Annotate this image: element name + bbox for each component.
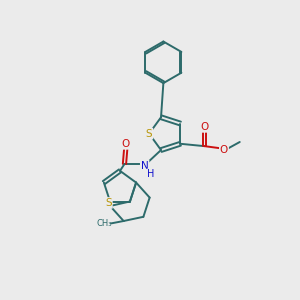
- Text: O: O: [220, 145, 228, 155]
- Text: O: O: [122, 139, 130, 149]
- Text: CH₃: CH₃: [97, 219, 112, 228]
- Text: S: S: [105, 198, 112, 208]
- Text: H: H: [147, 169, 154, 179]
- Text: O: O: [200, 122, 209, 132]
- Text: N: N: [141, 160, 148, 170]
- Text: S: S: [146, 129, 152, 139]
